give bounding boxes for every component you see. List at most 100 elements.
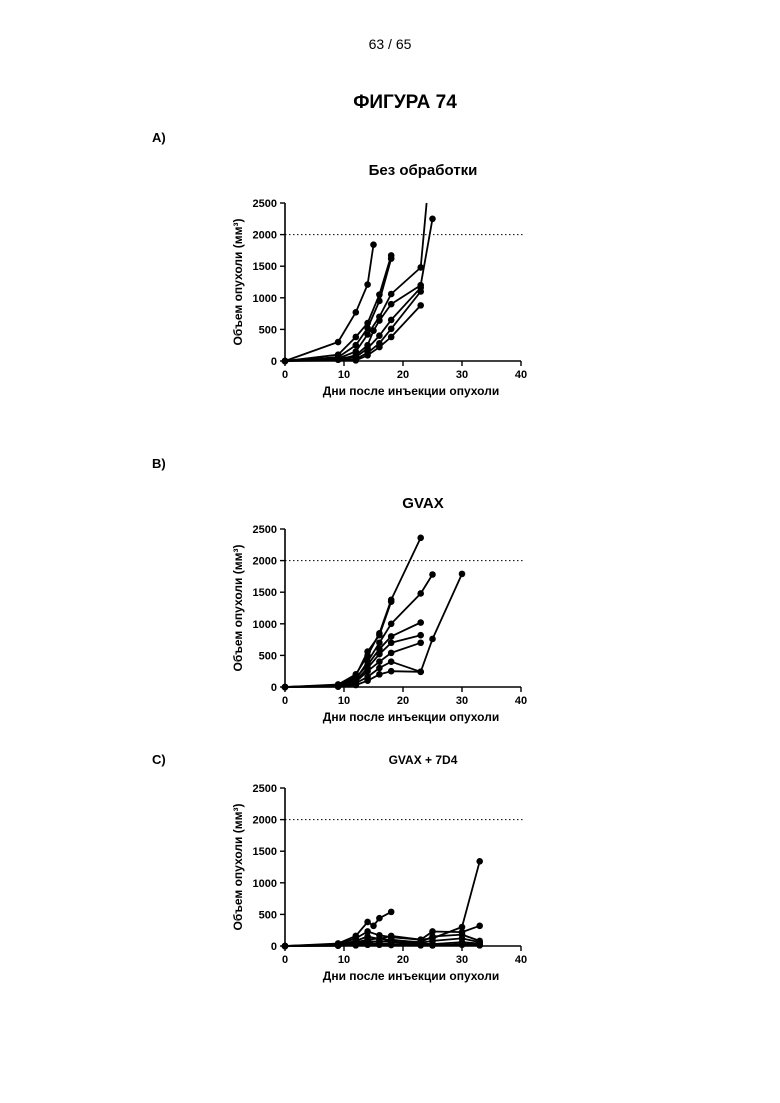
data-point xyxy=(388,334,395,341)
x-axis-label: Дни после инъекции опухоли xyxy=(323,384,499,398)
data-point xyxy=(353,682,360,689)
data-point xyxy=(364,919,371,926)
data-point xyxy=(388,598,395,605)
data-point xyxy=(376,639,383,646)
x-tick-label: 40 xyxy=(515,695,527,707)
y-tick-label: 1000 xyxy=(253,619,277,631)
x-tick-label: 40 xyxy=(515,369,527,381)
series-line xyxy=(285,574,462,687)
chart-title: GVAX xyxy=(402,495,443,512)
panel-label-b: B) xyxy=(152,456,166,471)
x-tick-label: 10 xyxy=(338,954,350,966)
page-number: 63 / 65 xyxy=(0,36,780,52)
series-7 xyxy=(282,571,466,691)
y-tick-label: 2000 xyxy=(253,815,277,827)
y-tick-label: 500 xyxy=(259,324,277,336)
data-point xyxy=(364,281,371,288)
y-tick-label: 2500 xyxy=(253,783,277,795)
data-point xyxy=(353,357,360,364)
data-point xyxy=(335,339,342,346)
data-point xyxy=(376,651,383,658)
x-tick-label: 30 xyxy=(456,695,468,707)
data-point xyxy=(376,658,383,665)
data-point xyxy=(388,255,395,262)
data-point xyxy=(353,942,360,949)
data-point xyxy=(388,317,395,324)
x-tick-label: 10 xyxy=(338,695,350,707)
data-point xyxy=(476,922,483,929)
figure-title: ФИГУРА 74 xyxy=(0,92,780,114)
data-point xyxy=(417,288,424,295)
series-1 xyxy=(282,241,377,364)
panel-label-a: A) xyxy=(152,130,166,145)
x-tick-label: 0 xyxy=(282,369,288,381)
data-point xyxy=(417,590,424,597)
data-point xyxy=(376,332,383,339)
data-point xyxy=(364,648,371,655)
data-point xyxy=(429,636,436,643)
data-point xyxy=(388,621,395,628)
chart-gvax-7d4: GVAX + 7D405001000150020002500010203040Д… xyxy=(0,740,780,1000)
data-point xyxy=(417,639,424,646)
data-point xyxy=(459,571,466,578)
data-point xyxy=(417,632,424,639)
series-4 xyxy=(282,203,427,364)
data-point xyxy=(388,325,395,332)
chart-title: Без обработки xyxy=(369,162,478,179)
data-point xyxy=(335,942,342,949)
x-tick-label: 10 xyxy=(338,369,350,381)
data-point xyxy=(282,358,289,365)
x-tick-label: 40 xyxy=(515,954,527,966)
data-point xyxy=(370,241,377,248)
data-point xyxy=(364,677,371,684)
data-point xyxy=(388,301,395,308)
y-tick-label: 0 xyxy=(271,682,277,694)
y-axis-label: Объем опухоли (мм³) xyxy=(231,804,245,931)
y-tick-label: 1500 xyxy=(253,261,277,273)
chart-untreated: Без обработки050010001500200025000102030… xyxy=(0,150,780,410)
data-point xyxy=(353,309,360,316)
y-tick-label: 1000 xyxy=(253,293,277,305)
y-tick-label: 1500 xyxy=(253,587,277,599)
data-point xyxy=(476,858,483,865)
x-axis-label: Дни после инъекции опухоли xyxy=(323,969,499,983)
y-tick-label: 2500 xyxy=(253,524,277,536)
y-tick-label: 0 xyxy=(271,941,277,953)
y-axis-label: Объем опухоли (мм³) xyxy=(231,219,245,346)
data-point xyxy=(376,941,383,948)
data-point xyxy=(388,909,395,916)
data-point xyxy=(370,922,377,929)
data-point xyxy=(429,571,436,578)
data-point xyxy=(388,668,395,675)
data-point xyxy=(376,298,383,305)
y-tick-label: 0 xyxy=(271,356,277,368)
y-tick-label: 2500 xyxy=(253,198,277,210)
data-point xyxy=(388,650,395,657)
data-point xyxy=(388,942,395,949)
data-point xyxy=(417,302,424,309)
x-tick-label: 0 xyxy=(282,695,288,707)
data-point xyxy=(282,684,289,691)
data-point xyxy=(364,352,371,359)
data-point xyxy=(364,668,371,675)
data-point xyxy=(417,942,424,949)
data-point xyxy=(476,942,483,949)
y-tick-label: 500 xyxy=(259,650,277,662)
series-line xyxy=(285,861,480,946)
x-axis-label: Дни после инъекции опухоли xyxy=(323,710,499,724)
chart-title: GVAX + 7D4 xyxy=(389,753,458,767)
data-point xyxy=(388,633,395,640)
data-point xyxy=(364,331,371,338)
y-tick-label: 500 xyxy=(259,909,277,921)
series-line xyxy=(285,602,391,687)
data-point xyxy=(429,942,436,949)
x-tick-label: 20 xyxy=(397,695,409,707)
y-tick-label: 1000 xyxy=(253,878,277,890)
data-point xyxy=(429,216,436,223)
data-point xyxy=(417,535,424,542)
data-point xyxy=(388,291,395,298)
x-tick-label: 20 xyxy=(397,954,409,966)
y-tick-label: 1500 xyxy=(253,846,277,858)
data-point xyxy=(364,941,371,948)
data-point xyxy=(388,658,395,665)
